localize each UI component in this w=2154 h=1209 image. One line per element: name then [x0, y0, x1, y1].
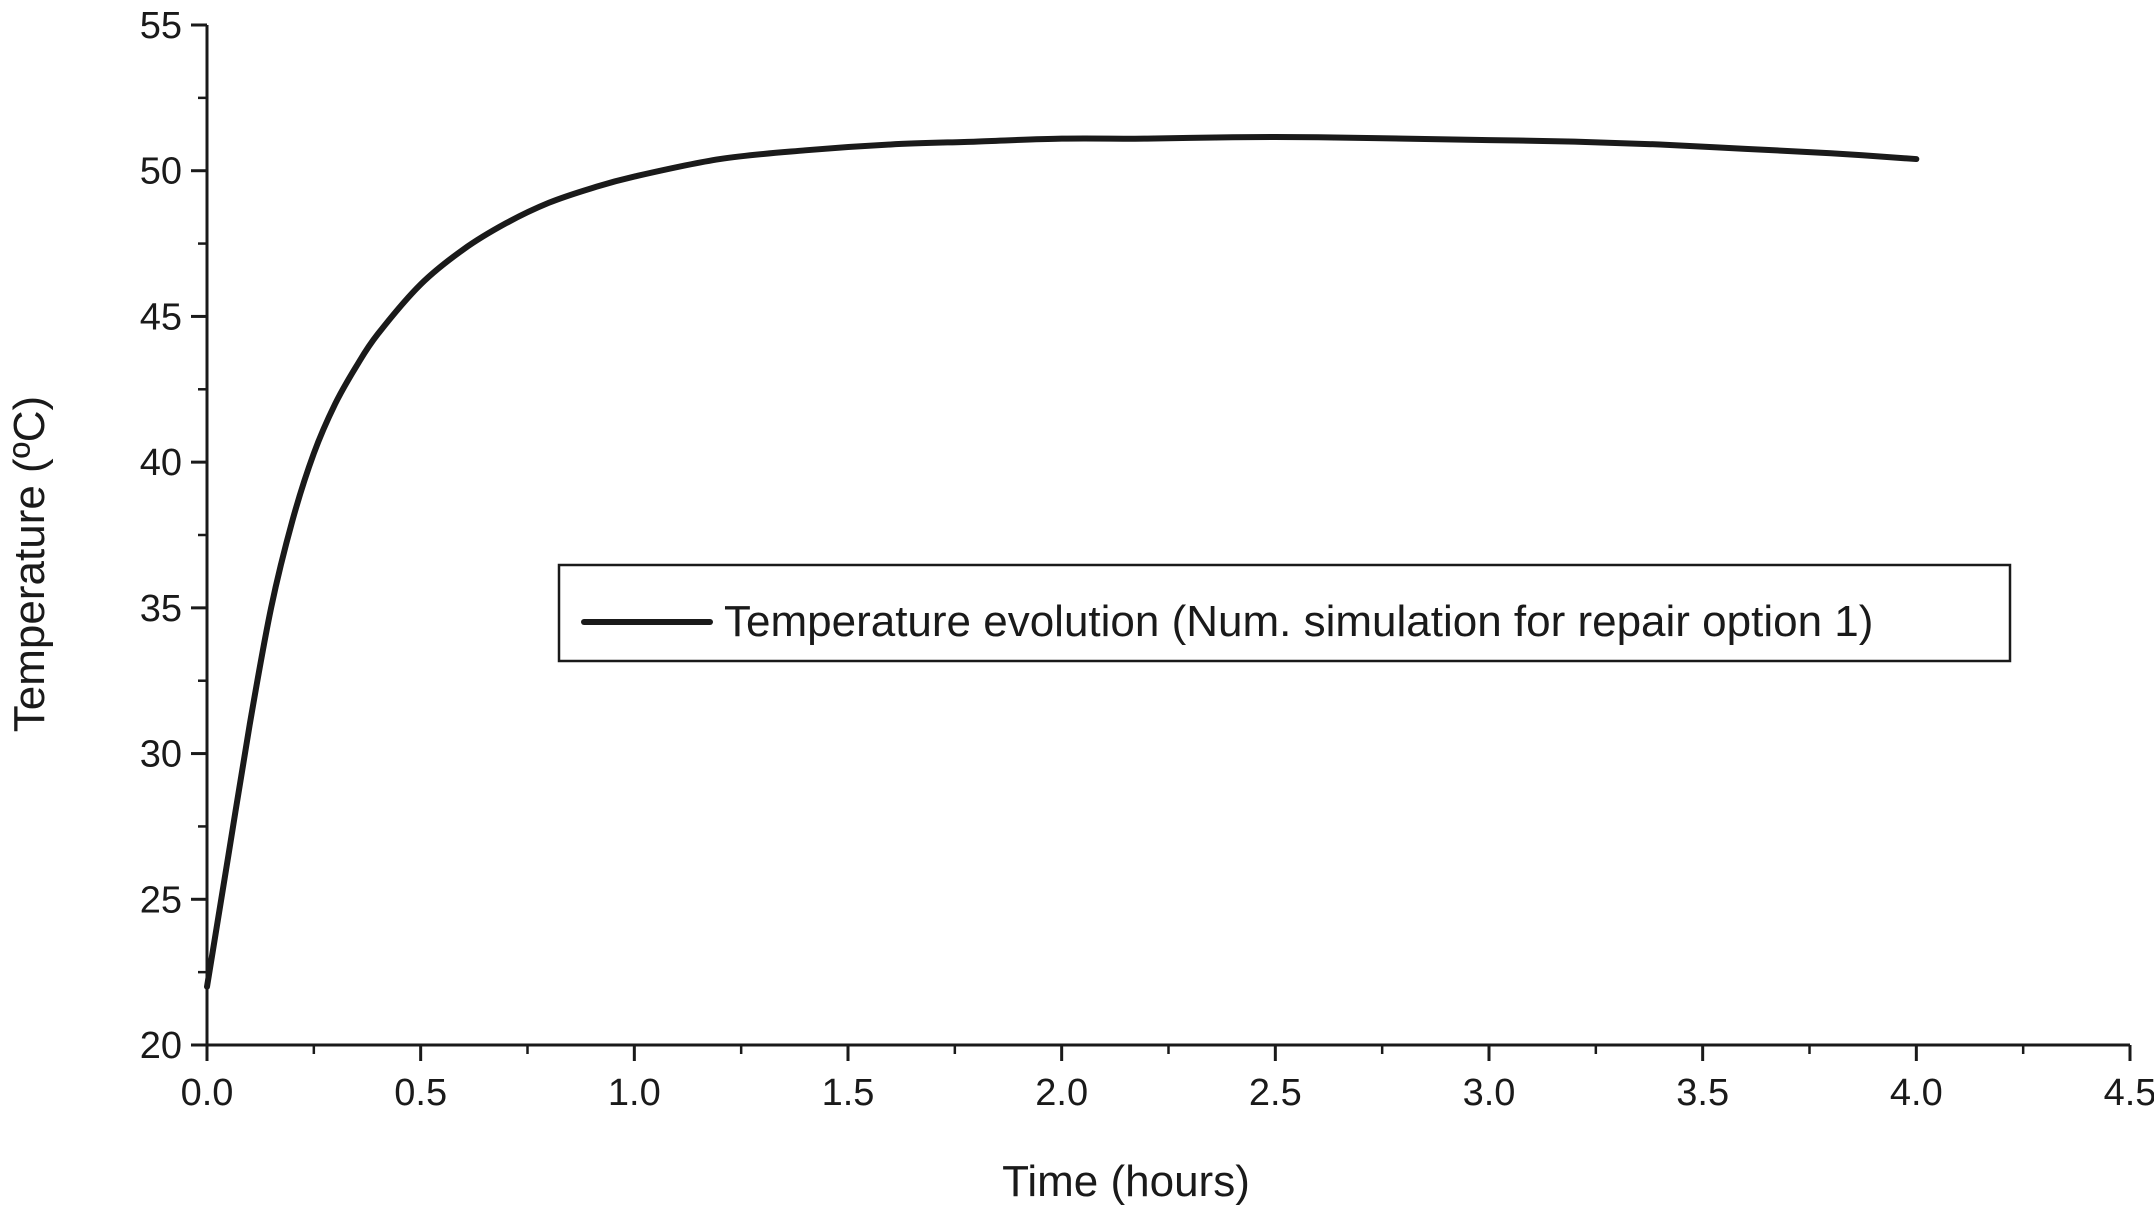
y-tick-label: 45 [140, 296, 182, 338]
y-axis-title: Temperature (ºC) [5, 396, 54, 732]
x-tick-label: 3.0 [1463, 1072, 1516, 1114]
x-tick-label: 2.5 [1249, 1072, 1302, 1114]
plot-area [204, 134, 1920, 990]
x-tick-label: 1.0 [608, 1072, 661, 1114]
y-tick-label: 50 [140, 151, 182, 193]
legend: Temperature evolution (Num. simulation f… [557, 563, 2012, 663]
y-tick-label: 25 [140, 879, 182, 921]
legend-box [557, 563, 2012, 663]
x-tick-label: 0.5 [394, 1072, 447, 1114]
axes [205, 25, 2130, 1047]
x-tick-label: 4.0 [1890, 1072, 1943, 1114]
y-tick-label: 30 [140, 734, 182, 776]
series-line [204, 134, 1920, 990]
y-tick-label: 35 [140, 588, 182, 630]
legend-label: Temperature evolution (Num. simulation f… [724, 597, 1873, 646]
x-tick-label: 3.5 [1676, 1072, 1729, 1114]
x-tick-label: 1.5 [822, 1072, 875, 1114]
x-tick-label: 4.5 [2104, 1072, 2154, 1114]
y-tick-label: 55 [140, 5, 182, 47]
y-axis-ticks: 20 25 30 35 40 45 50 55 [140, 5, 207, 1067]
y-tick-label: 20 [140, 1025, 182, 1067]
x-axis-ticks: 0.0 0.5 1.0 1.5 2.0 2.5 3.0 3.5 4.0 4.5 [181, 1045, 2154, 1114]
x-axis-title: Time (hours) [1002, 1157, 1250, 1206]
x-tick-label: 0.0 [181, 1072, 234, 1114]
y-tick-label: 40 [140, 442, 182, 484]
x-tick-label: 2.0 [1035, 1072, 1088, 1114]
